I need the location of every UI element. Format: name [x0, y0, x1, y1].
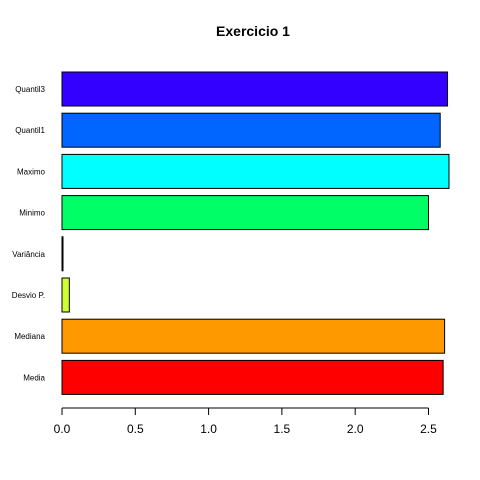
category-label: Maximo: [17, 167, 46, 176]
chart-title: Exercicio 1: [216, 23, 290, 39]
bar-mediana: [61, 318, 446, 354]
category-label: Minimo: [19, 209, 45, 218]
category-label: Variância: [12, 250, 45, 259]
category-label: Quantil3: [15, 85, 45, 94]
category-label: Mediana: [14, 332, 45, 341]
x-tick-label: 0.0: [54, 422, 71, 436]
x-axis: 0.0 0.5 1.0 1.5 2.0 2.5: [54, 407, 437, 436]
x-tick-label: 0.5: [127, 422, 144, 436]
bar-maximo: [61, 153, 450, 189]
category-label: Quantil1: [15, 126, 45, 135]
bar-quantil3: [61, 71, 449, 107]
x-tick-label: 2.0: [347, 422, 364, 436]
bar-desvio-p: [61, 277, 70, 313]
bar-quantil1: [61, 112, 441, 148]
bar-media: [61, 359, 444, 395]
bar-vari-ncia: [61, 236, 64, 272]
bar-minimo: [61, 195, 429, 231]
bars-group: [61, 71, 450, 395]
category-labels-group: Media Mediana Desvio P. Variância Minimo Maxi…: [12, 85, 46, 382]
category-label: Media: [23, 373, 45, 382]
x-tick-label: 1.5: [274, 422, 291, 436]
x-tick-label: 1.0: [200, 422, 217, 436]
x-tick-label: 2.5: [420, 422, 437, 436]
category-label: Desvio P.: [12, 291, 45, 300]
